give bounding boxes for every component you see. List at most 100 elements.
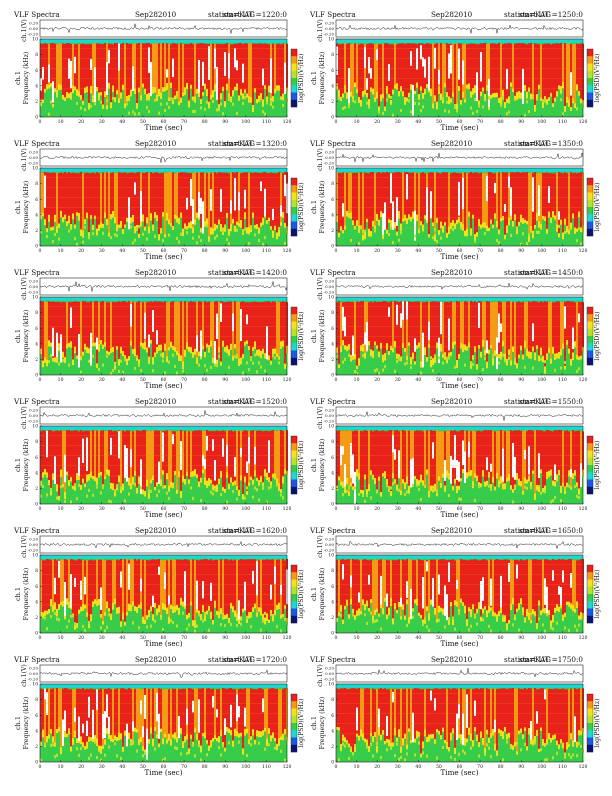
spectrogram-cell (442, 727, 444, 732)
spectrogram-cell (64, 171, 66, 215)
spectrogram-cell (538, 748, 540, 753)
spectrogram-cell (190, 734, 192, 739)
spectrogram-cell (110, 430, 112, 483)
spectrogram-cell (494, 719, 496, 733)
spectrogram-cell (284, 363, 286, 370)
spectrogram-cell (220, 431, 222, 471)
spectrogram-cell (460, 740, 462, 744)
spectrogram-cell (500, 605, 502, 613)
spectrogram-cell (510, 233, 512, 237)
spectrogram-cell (132, 302, 134, 350)
y-tick-label: 8 (35, 182, 38, 187)
spectrogram-cell (146, 559, 148, 616)
spectrogram-cell (358, 473, 360, 480)
spectrogram-cell (88, 44, 90, 103)
spectrogram-cell (468, 211, 470, 217)
spectrogram-cell (130, 340, 132, 346)
spectrogram-cell (192, 109, 194, 114)
colorbar-swatch (291, 214, 297, 222)
spectrogram-cell (414, 172, 416, 230)
spectrogram-cell (108, 559, 110, 609)
spectrogram-cell (420, 689, 422, 754)
spectrogram-cell (64, 687, 66, 732)
spectrogram-cell (94, 740, 96, 744)
spectrogram-cell (368, 99, 370, 107)
spectrogram-cell (412, 615, 414, 619)
spectrogram-cell (502, 614, 504, 618)
spectrogram-cell (236, 221, 238, 225)
spectrogram-cell (466, 560, 468, 620)
spectrogram-cell (136, 688, 138, 730)
spectrogram-cell (398, 211, 400, 219)
spectrogram-cell (122, 612, 124, 616)
spectrogram-cell (64, 731, 66, 738)
spectrogram-cell (44, 616, 46, 620)
spectrogram-cell (378, 172, 380, 220)
spectrogram-cell (48, 559, 50, 610)
spectrogram-cell (352, 454, 354, 484)
spectrogram-cell (550, 358, 552, 364)
spectrogram-cell (166, 356, 168, 363)
spectrogram-cell (234, 457, 236, 477)
spectrogram-cell (82, 438, 84, 463)
spectrogram-cell (490, 94, 492, 99)
spectrogram-cell (580, 688, 582, 732)
spectrogram-cell (364, 332, 366, 345)
spectrogram-cell (564, 689, 566, 753)
x-tick-label: 120 (579, 764, 588, 770)
spectrogram-cell (92, 354, 94, 358)
spectrogram-cell (508, 688, 510, 733)
spectrogram-cell (418, 94, 420, 100)
spectrogram-cell (530, 172, 532, 227)
colorbar-swatch (587, 214, 593, 222)
y-tick-label: 8 (331, 182, 334, 187)
spectrogram-cell (408, 99, 410, 103)
spectrogram-cell (430, 559, 432, 600)
spectrogram-cell (146, 106, 148, 110)
spectrogram-cell (224, 52, 226, 77)
spectrogram-cell (102, 301, 104, 345)
spectrogram-channel-label: ch.1 (310, 587, 318, 601)
spectrogram-cell (250, 476, 252, 480)
spectrogram-cell (166, 560, 168, 608)
spectrogram-cell (520, 172, 522, 215)
spectrogram-cell (496, 92, 498, 98)
spectrogram-cell (480, 483, 482, 488)
spectrogram-cell (168, 485, 170, 492)
spectrogram-cell (66, 221, 68, 227)
spectrogram-cell (562, 301, 564, 344)
spectrogram-cell (406, 744, 408, 750)
spectrogram-cell (504, 431, 506, 484)
spectrogram-cell (480, 616, 482, 622)
spectrogram-cell (344, 357, 346, 361)
spectrogram-cell (200, 688, 202, 746)
spectrogram-cell (580, 355, 582, 360)
spectrogram-cell (340, 744, 342, 752)
spectrogram-cell (86, 612, 88, 617)
spectrogram-cell (390, 301, 392, 346)
spectrogram-cell (54, 172, 56, 215)
spectrogram-cell (158, 566, 160, 575)
spectrogram-cell (258, 430, 260, 481)
spectrogram-cell (88, 621, 90, 629)
spectrogram-cell (526, 91, 528, 99)
spectrogram-cell (250, 736, 252, 740)
spectrogram-cell (90, 471, 92, 478)
spectrogram-cell (140, 700, 142, 715)
spectrogram-cell (156, 482, 158, 487)
spectrogram-cell (386, 479, 388, 487)
spectrogram-cell (220, 730, 222, 737)
spectrogram-cell (54, 688, 56, 743)
spectrogram-cell (186, 197, 188, 210)
spectrogram-cell (468, 441, 470, 458)
spectrogram-cell (284, 174, 286, 197)
spectrogram-cell (68, 559, 70, 602)
spectrogram-cell (40, 559, 42, 612)
spectrogram-cell (70, 92, 72, 100)
spectrogram-cell (50, 559, 52, 600)
spectrogram-cell (132, 215, 134, 222)
spectrogram-cell (218, 559, 220, 612)
spectrogram-cell (462, 559, 464, 603)
spectrogram-cell (544, 758, 546, 762)
spectrogram-cell (68, 301, 70, 343)
